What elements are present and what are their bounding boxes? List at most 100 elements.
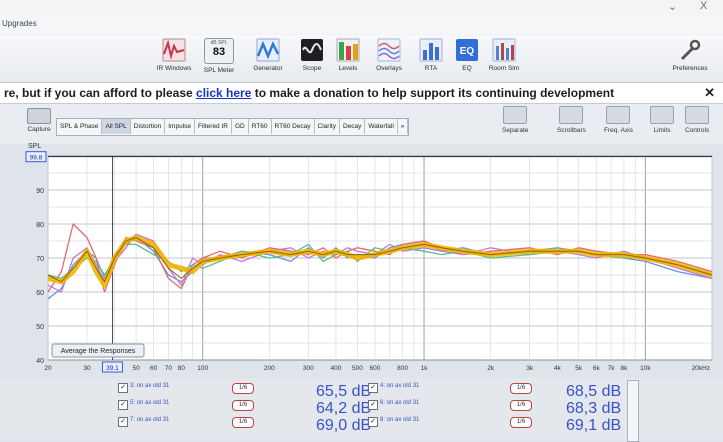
tab-waterfall[interactable]: Waterfall xyxy=(365,119,398,134)
levels-button[interactable]: Levels xyxy=(326,38,370,78)
scope-icon xyxy=(301,39,323,61)
legend-value: 65,5 dB xyxy=(316,383,372,400)
freq-axis-button[interactable]: Freq. Axis xyxy=(604,106,633,134)
rta-button[interactable]: RTA xyxy=(409,38,453,78)
y-tick-label: 60 xyxy=(36,290,44,297)
levels-icon xyxy=(336,38,360,62)
legend-measurement-name[interactable]: 6: on ax old 31 xyxy=(380,400,420,406)
x-tick-label: 10k xyxy=(640,365,651,372)
legend-smoothing-tag[interactable]: 1/6 xyxy=(510,417,532,428)
legend-value: 64,2 dB xyxy=(316,400,372,417)
tab-gd[interactable]: GD xyxy=(232,119,249,134)
x-tick-label: 8k xyxy=(620,365,628,372)
x-tick-label: 20kHz xyxy=(692,365,710,372)
x-tick-label: 30 xyxy=(83,365,91,372)
legend-smoothing-tag[interactable]: 1/6 xyxy=(232,383,254,394)
eq-button[interactable]: EQ EQ xyxy=(445,38,489,78)
legend-checkbox[interactable]: ✓ xyxy=(368,383,378,393)
legend-row: ✓ 7: on ax old 31 xyxy=(118,416,418,428)
x-tick-label: 6k xyxy=(593,365,601,372)
legend-row: ✓ 3: on ax old 31 xyxy=(118,382,418,394)
controls-icon xyxy=(685,106,710,124)
x-tick-label: 50 xyxy=(132,365,140,372)
average-responses-button-bg[interactable] xyxy=(51,343,145,358)
scope-button[interactable]: Scope xyxy=(290,38,334,78)
average-responses-button[interactable]: Average the Responses xyxy=(51,343,145,358)
limits-button[interactable]: Limits xyxy=(650,106,674,134)
legend-smoothing-tag[interactable]: 1/6 xyxy=(232,417,254,428)
room-sim-icon xyxy=(492,38,516,62)
capture-button[interactable]: Capture xyxy=(22,108,56,133)
donation-banner: re, but if you can afford to please clic… xyxy=(0,83,723,104)
legend-measurement-name[interactable]: 7: on ax old 31 xyxy=(130,417,170,423)
tab-filtered-ir[interactable]: Filtered IR xyxy=(195,119,232,134)
title-bar: ⌄ X xyxy=(0,0,723,14)
tab-rt60[interactable]: RT60 xyxy=(249,119,272,134)
window-close-icon[interactable]: X xyxy=(700,0,708,12)
x-tick-label: 5k xyxy=(575,365,583,372)
tab-spl-phase[interactable]: SPL & Phase xyxy=(57,119,103,134)
legend-smoothing-tag[interactable]: 1/6 xyxy=(510,383,532,394)
preferences-button[interactable]: Preferences xyxy=(668,38,712,78)
tab-all-spl[interactable]: All SPL xyxy=(102,119,131,134)
window-minimize-icon[interactable]: ⌄ xyxy=(668,1,678,13)
tab-rt60-decay[interactable]: RT60 Decay xyxy=(272,119,315,134)
legend-measurement-name[interactable]: 4: on ax old 31 xyxy=(380,383,420,389)
freq-axis-icon xyxy=(606,106,631,124)
scrollbars-icon xyxy=(559,106,584,124)
cursor-x-box xyxy=(101,361,123,373)
menu-upgrades[interactable]: Upgrades xyxy=(2,19,37,28)
legend-row: ✓ 4: on ax old 31 xyxy=(368,382,668,394)
controls-button[interactable]: Controls xyxy=(685,106,709,134)
legend-measurement-name[interactable]: 3: on ax old 31 xyxy=(130,383,170,389)
scrollbars-button[interactable]: Scrollbars xyxy=(557,106,586,134)
y-tick-label: 70 xyxy=(36,256,44,263)
y-tick-label: 40 xyxy=(36,358,44,365)
spl-meter-button[interactable]: dB SPL 83 SPL Meter xyxy=(203,38,235,74)
tab-decay[interactable]: Decay xyxy=(340,119,366,134)
cursor-x-value: 39.1 xyxy=(106,365,119,372)
overlays-icon xyxy=(377,38,401,62)
legend-value: 68,5 dB xyxy=(566,383,622,400)
tab-distortion[interactable]: Distortion xyxy=(131,119,166,134)
x-tick-label: 60 xyxy=(150,365,158,372)
legend-checkbox[interactable]: ✓ xyxy=(118,383,128,393)
separate-button[interactable]: Separate xyxy=(502,106,528,134)
x-tick-label: 3k xyxy=(526,365,534,372)
legend-measurement-name[interactable]: 8: on ax old 31 xyxy=(380,417,420,423)
overlays-button[interactable]: Overlays xyxy=(367,38,411,78)
legend-checkbox[interactable]: ✓ xyxy=(118,417,128,427)
ir-windows-button[interactable]: IR Windows xyxy=(152,38,196,78)
legend-checkbox[interactable]: ✓ xyxy=(368,400,378,410)
generator-icon xyxy=(256,38,280,62)
average-center-line xyxy=(47,237,713,283)
legend-value: 69,1 dB xyxy=(566,417,622,434)
donate-link[interactable]: click here xyxy=(196,86,252,100)
legend-measurement-name[interactable]: 5: on ax old 31 xyxy=(130,400,170,406)
legend-row: ✓ 8: on ax old 31 xyxy=(368,416,668,428)
legend-checkbox[interactable]: ✓ xyxy=(368,417,378,427)
legend-row: ✓ 5: on ax old 31 xyxy=(118,399,418,411)
generator-button[interactable]: Generator xyxy=(246,38,290,78)
legend-value: 68,3 dB xyxy=(566,400,622,417)
close-banner-icon[interactable]: ✕ xyxy=(704,85,715,100)
x-tick-label: 500 xyxy=(352,365,363,372)
cursor-y-value: 99.8 xyxy=(30,155,43,162)
legend-smoothing-tag[interactable]: 1/6 xyxy=(510,400,532,411)
x-tick-label: 600 xyxy=(370,365,381,372)
x-tick-label: 70 xyxy=(165,365,173,372)
tab-more[interactable]: » xyxy=(398,119,409,134)
y-tick-label: 80 xyxy=(36,222,44,229)
legend-smoothing-tag[interactable]: 1/6 xyxy=(232,400,254,411)
legend-scrollbar[interactable] xyxy=(627,380,639,442)
legend-checkbox[interactable]: ✓ xyxy=(118,400,128,410)
tab-impulse[interactable]: Impulse xyxy=(165,119,195,134)
x-tick-label: 7k xyxy=(608,365,616,372)
donation-text: re, but if you can afford to please clic… xyxy=(4,86,615,100)
y-tick-label: 90 xyxy=(36,188,44,195)
tab-clarity[interactable]: Clarity xyxy=(315,119,340,134)
average-responses-label: Average the Responses xyxy=(61,348,136,355)
room-sim-button[interactable]: Room Sim xyxy=(482,38,526,78)
cursor-y-box xyxy=(25,151,47,163)
